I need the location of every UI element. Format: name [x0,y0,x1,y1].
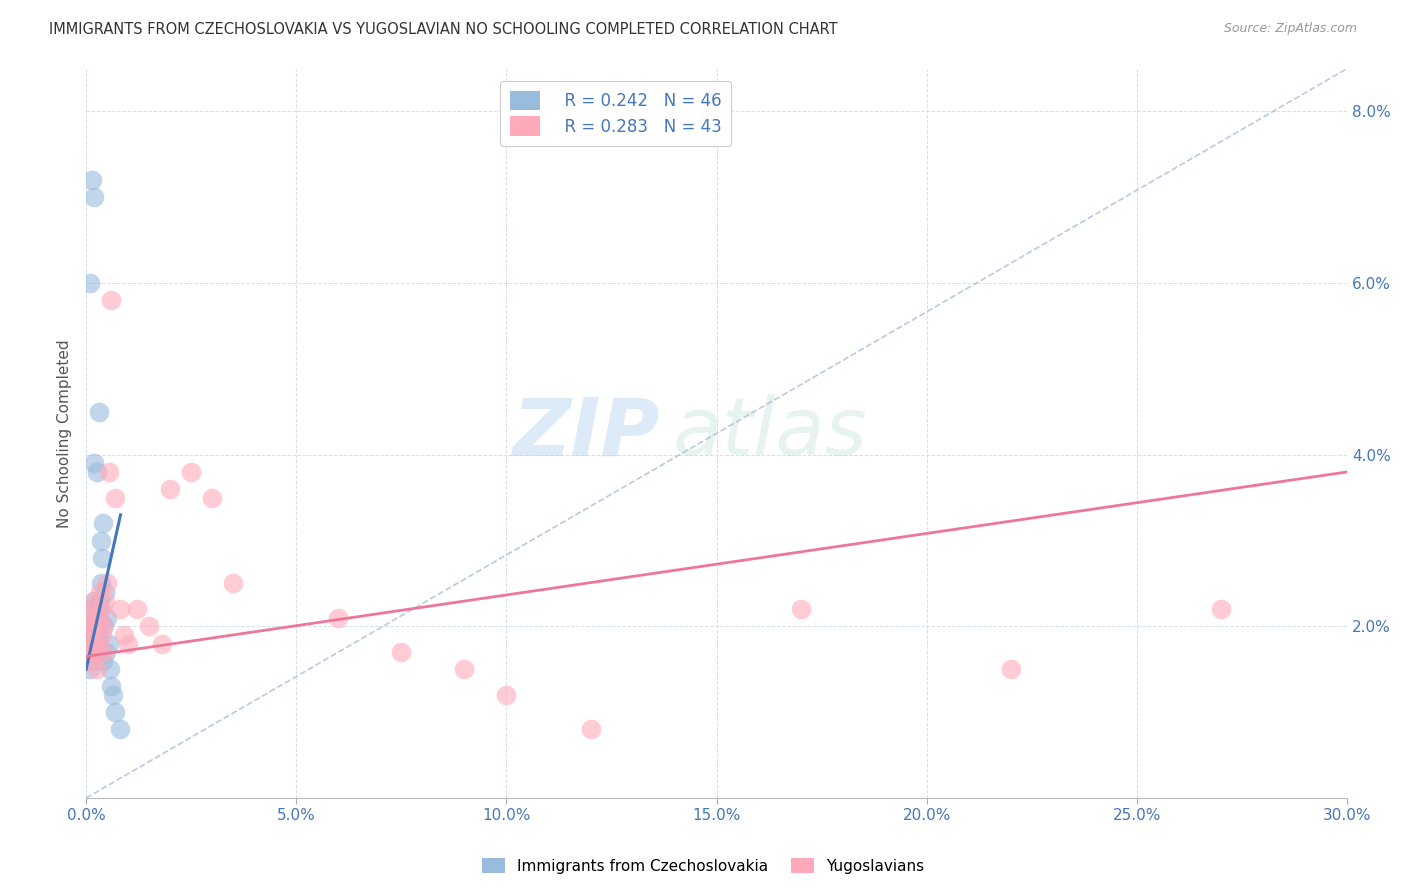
Point [80,602,103,616]
Point [82,611,104,625]
Point [83,619,105,633]
Point [79,662,101,676]
Point [83,593,105,607]
Point [125,602,148,616]
Point [89,593,111,607]
Point [495,688,517,702]
Text: atlas: atlas [672,394,868,472]
Point [87,611,110,625]
Point [83,593,105,607]
Point [790,602,813,616]
Point [87,405,110,419]
Point [79,645,101,659]
Point [138,619,160,633]
Point [100,293,122,308]
Point [103,688,125,702]
Point [76,654,98,668]
Point [91,619,114,633]
Point [84,611,107,625]
Point [1000,662,1022,676]
Point [79,628,101,642]
Point [82,628,104,642]
Point [87,611,110,625]
Point [389,645,412,659]
Point [82,636,104,650]
Point [79,636,101,650]
Point [83,190,105,204]
Point [159,482,181,496]
Point [79,276,101,290]
Point [112,628,135,642]
Point [82,654,104,668]
Point [180,465,202,479]
Point [87,628,110,642]
Point [91,628,114,642]
Point [579,723,602,737]
Point [93,645,115,659]
Point [94,593,117,607]
Point [82,654,104,668]
Point [83,636,105,650]
Legend:   R = 0.242   N = 46,   R = 0.283   N = 43: R = 0.242 N = 46, R = 0.283 N = 43 [501,80,731,145]
Point [86,645,108,659]
Y-axis label: No Schooling Completed: No Schooling Completed [58,339,72,527]
Point [84,628,107,642]
Point [90,533,112,548]
Point [77,645,100,659]
Point [90,602,112,616]
Point [79,628,101,642]
Point [453,662,475,676]
Point [82,173,104,187]
Point [83,636,105,650]
Point [91,654,114,668]
Point [87,602,110,616]
Point [86,662,108,676]
Point [80,619,103,633]
Point [108,602,131,616]
Point [86,619,108,633]
Point [87,636,110,650]
Point [104,705,127,719]
Point [91,516,114,531]
Point [96,611,118,625]
Point [91,550,114,565]
Text: ZIP: ZIP [513,394,659,472]
Point [90,576,112,591]
Point [83,602,105,616]
Point [98,636,121,650]
Point [117,636,139,650]
Legend: Immigrants from Czechoslovakia, Yugoslavians: Immigrants from Czechoslovakia, Yugoslav… [475,852,931,880]
Point [98,465,121,479]
Point [94,585,117,599]
Point [96,576,118,591]
Point [201,491,224,505]
Point [86,619,108,633]
Point [150,636,173,650]
Point [222,576,245,591]
Point [100,662,122,676]
Text: IMMIGRANTS FROM CZECHOSLOVAKIA VS YUGOSLAVIAN NO SCHOOLING COMPLETED CORRELATION: IMMIGRANTS FROM CZECHOSLOVAKIA VS YUGOSL… [49,22,838,37]
Point [86,465,108,479]
Point [84,645,107,659]
Point [100,680,122,694]
Point [93,619,115,633]
Point [80,611,103,625]
Text: Source: ZipAtlas.com: Source: ZipAtlas.com [1223,22,1357,36]
Point [108,723,131,737]
Point [80,645,103,659]
Point [83,645,105,659]
Point [87,636,110,650]
Point [83,456,105,470]
Point [76,636,98,650]
Point [96,645,118,659]
Point [89,585,111,599]
Point [82,619,104,633]
Point [1211,602,1233,616]
Point [328,611,350,625]
Point [77,619,100,633]
Point [104,491,127,505]
